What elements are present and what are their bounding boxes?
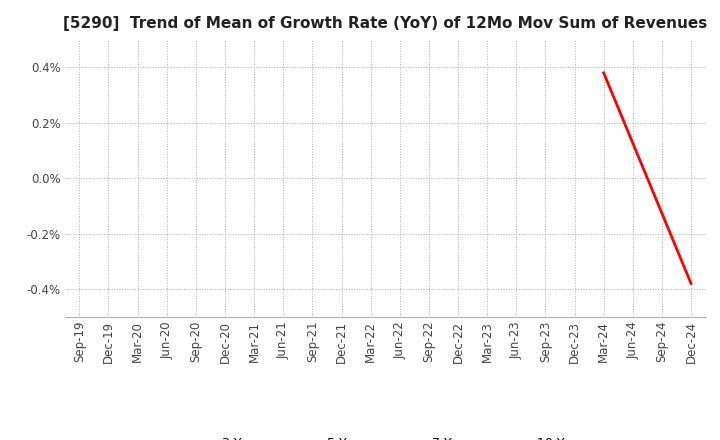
Title: [5290]  Trend of Mean of Growth Rate (YoY) of 12Mo Mov Sum of Revenues: [5290] Trend of Mean of Growth Rate (YoY… <box>63 16 707 32</box>
Legend: 3 Years, 5 Years, 7 Years, 10 Years: 3 Years, 5 Years, 7 Years, 10 Years <box>176 432 595 440</box>
